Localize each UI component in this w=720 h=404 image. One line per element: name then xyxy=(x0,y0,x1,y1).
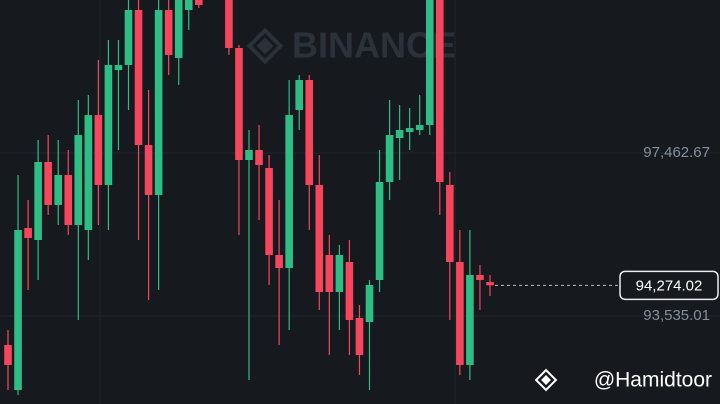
watermark-logo xyxy=(246,27,284,65)
candle-body xyxy=(295,80,304,111)
candle-body xyxy=(335,254,344,293)
candle-body xyxy=(124,10,133,65)
candle-body xyxy=(235,48,243,161)
candle-body xyxy=(34,161,42,241)
candle-body xyxy=(476,274,484,281)
candle-body xyxy=(154,10,163,195)
candle-body xyxy=(365,284,374,323)
candle-body xyxy=(134,10,143,146)
candle-body xyxy=(355,318,364,355)
candle-body xyxy=(84,115,93,231)
candle-body xyxy=(164,10,173,55)
candle-body xyxy=(315,184,324,293)
candle-body xyxy=(255,150,263,165)
candle-body xyxy=(4,344,12,365)
candle-body xyxy=(466,274,474,365)
candle-body xyxy=(435,0,444,182)
candle-body xyxy=(425,0,434,125)
candle-body xyxy=(325,254,334,293)
credit-icon xyxy=(534,368,558,392)
candle-body xyxy=(194,0,203,5)
candle-body xyxy=(225,0,233,49)
candle-body xyxy=(104,64,113,185)
candle-body xyxy=(446,184,454,263)
candle-body xyxy=(74,135,83,225)
current-price-label: 94,274.02 xyxy=(636,277,703,294)
candle-body xyxy=(285,115,293,269)
candle-body xyxy=(24,228,32,239)
candle-body xyxy=(486,282,494,286)
y-tick-label: 93,535.01 xyxy=(643,307,710,324)
candle-body xyxy=(94,115,103,185)
candle-body xyxy=(245,150,253,161)
candle-body xyxy=(114,64,123,71)
candle-body xyxy=(375,181,384,281)
candle-body xyxy=(265,168,273,255)
y-tick-label: 97,462.67 xyxy=(643,144,710,161)
candle-body xyxy=(14,230,22,391)
candle-body xyxy=(395,130,404,139)
candle-body xyxy=(415,124,424,131)
current-price-box xyxy=(619,270,719,301)
candle-body xyxy=(275,254,283,269)
candle-body xyxy=(144,145,153,195)
candle-body xyxy=(54,174,63,205)
candle-body xyxy=(44,161,52,205)
plot xyxy=(0,0,720,395)
candle-body xyxy=(174,0,183,59)
candle-body xyxy=(385,135,394,182)
candle-body xyxy=(184,0,193,11)
candle-body xyxy=(405,128,414,132)
credit: @Hamidtoor xyxy=(594,369,712,392)
candle-body xyxy=(456,262,464,365)
candle-body xyxy=(305,80,314,185)
candle-body xyxy=(345,262,354,321)
candle-body xyxy=(64,174,73,225)
